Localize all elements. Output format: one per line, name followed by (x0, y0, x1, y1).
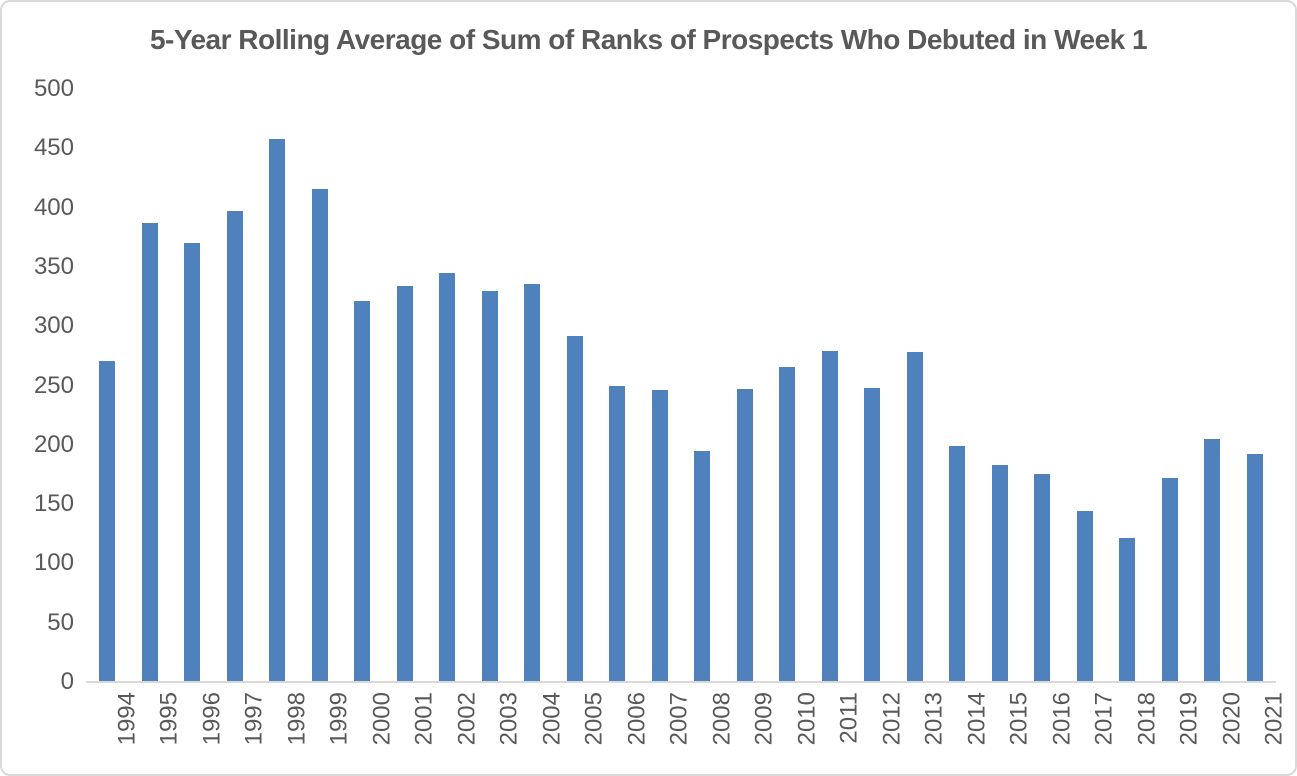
bar-2016 (1034, 474, 1051, 682)
y-tick-label-0: 0 (60, 668, 74, 695)
x-tick-label-1997: 1997 (240, 692, 268, 746)
x-tick-label-2015: 2015 (1005, 692, 1033, 746)
x-tick-label-2013: 2013 (920, 692, 948, 746)
x-tick-label-2000: 2000 (368, 692, 396, 746)
x-axis-line (86, 681, 1276, 683)
bar-2017 (1076, 511, 1093, 682)
x-tick-label-2001: 2001 (410, 692, 438, 746)
bar-2006 (609, 385, 626, 682)
bar-1996 (184, 243, 201, 682)
x-tick-label-2005: 2005 (580, 692, 608, 746)
x-tick-label-2016: 2016 (1048, 692, 1076, 746)
bar-2003 (481, 290, 498, 682)
bar-2007 (651, 390, 668, 682)
x-tick-label-2010: 2010 (793, 692, 821, 746)
x-tick-label-2009: 2009 (750, 692, 778, 746)
x-tick-label-1998: 1998 (283, 692, 311, 746)
bar-2015 (991, 464, 1008, 682)
x-tick-label-2012: 2012 (878, 692, 906, 746)
y-tick-label-300: 300 (33, 312, 74, 340)
bar-2013 (906, 352, 923, 682)
x-tick-label-1995: 1995 (155, 692, 183, 746)
y-tick-label-150: 150 (33, 490, 74, 518)
y-tick-label-100: 100 (33, 549, 74, 577)
bar-2021 (1246, 454, 1263, 682)
bar-2001 (396, 285, 413, 682)
chart-title: 5-Year Rolling Average of Sum of Ranks o… (149, 24, 1148, 55)
y-tick-label-250: 250 (33, 371, 74, 399)
x-tick-label-1999: 1999 (325, 692, 353, 746)
bar-2012 (864, 387, 881, 682)
bar-2018 (1119, 538, 1136, 682)
x-tick-label-2011: 2011 (835, 692, 863, 744)
x-tick-label-2008: 2008 (708, 692, 736, 746)
bar-2020 (1204, 438, 1221, 682)
x-tick-label-2006: 2006 (623, 692, 651, 746)
bar-2005 (566, 335, 583, 682)
bar-1997 (226, 211, 243, 682)
bar-2010 (779, 366, 796, 682)
y-tick-label-400: 400 (33, 193, 74, 221)
bar-2000 (354, 301, 371, 682)
x-tick-label-1994: 1994 (113, 692, 141, 746)
y-tick-label-450: 450 (33, 134, 74, 162)
bar-2008 (694, 450, 711, 682)
x-tick-label-2020: 2020 (1218, 692, 1246, 746)
x-tick-label-1996: 1996 (198, 692, 226, 746)
bar-1998 (269, 138, 286, 682)
y-tick-label-200: 200 (33, 430, 74, 458)
bar-2004 (524, 283, 541, 682)
x-tick-label-2004: 2004 (538, 692, 566, 746)
bar-2009 (736, 389, 753, 682)
x-tick-label-2017: 2017 (1090, 692, 1118, 746)
bar-1995 (141, 223, 158, 682)
bar-1999 (311, 188, 328, 682)
y-tick-label-350: 350 (33, 252, 74, 280)
bar-2019 (1161, 478, 1178, 682)
x-tick-label-2002: 2002 (453, 692, 481, 746)
bar-2002 (439, 272, 456, 682)
x-tick-label-2014: 2014 (963, 692, 991, 746)
y-tick-label-500: 500 (33, 75, 74, 102)
y-tick-label-50: 50 (47, 608, 74, 636)
x-tick-label-2021: 2021 (1260, 692, 1288, 746)
x-tick-label-2003: 2003 (495, 692, 523, 746)
bar-2011 (821, 351, 838, 682)
x-tick-label-2018: 2018 (1133, 692, 1161, 746)
x-tick-label-2019: 2019 (1175, 692, 1203, 746)
bar-1994 (99, 360, 116, 682)
x-tick-label-2007: 2007 (665, 692, 693, 746)
bar-2014 (949, 445, 966, 682)
